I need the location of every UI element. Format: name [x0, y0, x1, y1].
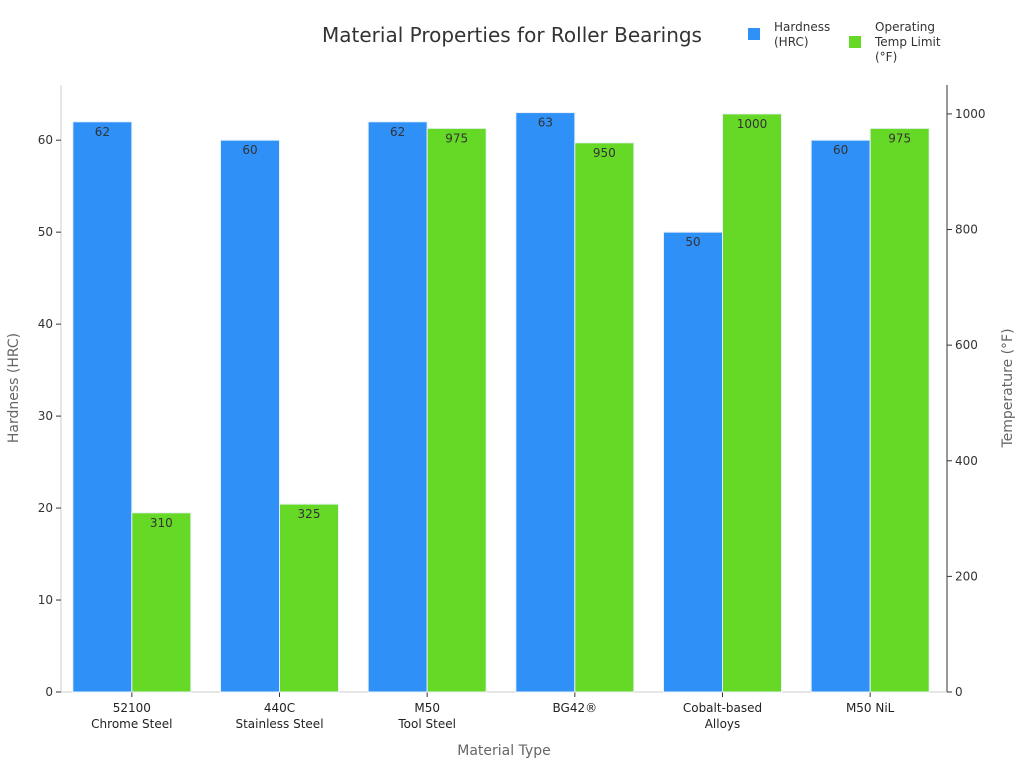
y-right-tick-label: 600: [955, 338, 978, 352]
chart-title: Material Properties for Roller Bearings: [322, 23, 702, 47]
y-axis-left-label: Hardness (HRC): [6, 333, 22, 443]
y-left-tick-label: 10: [38, 593, 53, 607]
y-left-tick-label: 0: [45, 685, 53, 699]
bar-hardness: [810, 139, 871, 693]
legend-label-line: (HRC): [774, 35, 809, 49]
y-left-tick-label: 20: [38, 501, 53, 515]
x-tick-label-line: M50: [414, 701, 440, 715]
x-tick-label: 440C Stainless Steel: [235, 701, 323, 731]
data-label: 310: [150, 516, 173, 530]
y-right-tick-label: 800: [955, 223, 978, 237]
y-left-tick-label: 50: [38, 225, 53, 239]
bar-temp-limit: [869, 127, 930, 693]
legend-label-temp-limit: Operating Temp Limit (°F): [874, 20, 941, 64]
x-tick-label-line: Cobalt-based: [683, 701, 762, 715]
data-labels: 62 310 60 325 62 975 63 950 50 1000 60 975: [95, 116, 911, 530]
legend-label-hardness: Hardness (HRC): [774, 20, 830, 49]
x-tick-label-line: 52100: [113, 701, 151, 715]
bar-hardness: [367, 121, 428, 693]
data-label: 60: [833, 143, 848, 157]
x-tick-label-line: 440C: [264, 701, 295, 715]
bar-temp-limit: [722, 113, 782, 693]
bars: [72, 112, 930, 693]
data-label: 975: [888, 131, 911, 145]
x-tick-label-line: Chrome Steel: [91, 717, 172, 731]
bar-hardness: [72, 121, 133, 693]
legend: Hardness (HRC) Operating Temp Limit (°F): [748, 20, 941, 64]
data-label: 50: [685, 235, 700, 249]
x-tick-label: M50 Tool Steel: [397, 701, 456, 731]
y-right-tick-label: 200: [955, 569, 978, 583]
legend-label-line: Operating: [875, 20, 935, 34]
data-label: 325: [298, 507, 321, 521]
bar-hardness: [663, 231, 723, 693]
y-right-tick-label: 400: [955, 454, 978, 468]
legend-swatch-temp-limit: [849, 36, 861, 48]
data-label: 62: [95, 125, 110, 139]
legend-label-line: (°F): [875, 50, 897, 64]
x-tick-label-line: Alloys: [705, 717, 741, 731]
bar-temp-limit: [574, 142, 635, 693]
x-tick-label: Cobalt-based Alloys: [683, 701, 762, 731]
x-tick-label-line: M50 NiL: [846, 701, 895, 715]
x-tick-label: BG42®: [553, 701, 598, 715]
y-left-tick-label: 30: [38, 409, 53, 423]
x-tick-label-line: Stainless Steel: [235, 717, 323, 731]
data-label: 60: [242, 143, 257, 157]
y-right-tick-label: 1000: [955, 107, 986, 121]
bar-hardness: [220, 139, 280, 693]
data-label: 975: [445, 131, 468, 145]
data-label: 1000: [737, 117, 768, 131]
data-label: 62: [390, 125, 405, 139]
y-left-tick-label: 60: [38, 133, 53, 147]
x-tick-label-line: Tool Steel: [397, 717, 456, 731]
legend-label-line: Hardness: [774, 20, 830, 34]
data-label: 63: [538, 116, 553, 130]
y-right-tick-label: 0: [955, 685, 963, 699]
legend-label-line: Temp Limit: [874, 35, 941, 49]
x-tick-label-line: BG42®: [553, 701, 598, 715]
y-left-tick-label: 40: [38, 317, 53, 331]
y-axis-right-label: Temperature (°F): [1000, 328, 1016, 448]
x-axis-label: Material Type: [457, 743, 550, 759]
bar-hardness: [515, 112, 576, 693]
data-label: 950: [593, 146, 616, 160]
x-tick-label: 52100 Chrome Steel: [91, 701, 172, 731]
bar-temp-limit: [426, 127, 487, 693]
bar-temp-limit: [279, 503, 339, 693]
x-tick-label: M50 NiL: [846, 701, 895, 715]
legend-swatch-hardness: [748, 28, 760, 40]
bar-temp-limit: [131, 512, 192, 693]
